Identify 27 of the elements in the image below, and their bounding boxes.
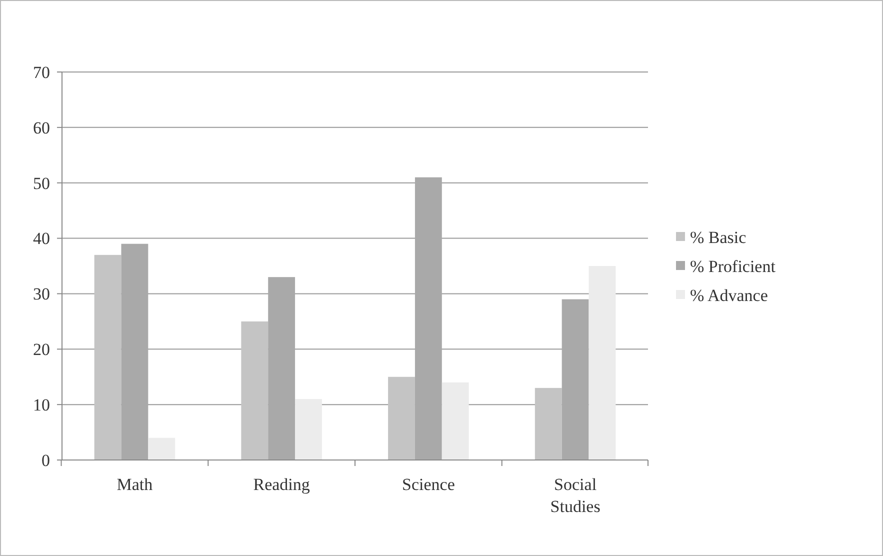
legend-label: % Basic (690, 228, 747, 247)
bar (94, 254, 122, 460)
x-tick-label: Science (402, 475, 455, 494)
y-tick-label: 60 (33, 118, 50, 138)
bar (588, 266, 616, 460)
legend-label: % Proficient (690, 256, 776, 276)
x-tick-label: Social Studies (550, 475, 600, 516)
bar (121, 244, 148, 460)
y-tick-label: 10 (33, 396, 50, 415)
bar (534, 388, 562, 460)
x-tick-label: Reading (253, 475, 310, 494)
y-tick-label: 30 (33, 284, 50, 304)
y-tick-label: 40 (33, 229, 50, 248)
bar (268, 277, 296, 460)
y-tick-label: 50 (33, 174, 50, 193)
bar (295, 399, 322, 460)
bar (241, 321, 268, 460)
bar (148, 438, 176, 460)
bar (414, 177, 442, 460)
y-tick-label: 0 (42, 450, 50, 470)
y-tick-label: 20 (33, 340, 50, 360)
legend-label: % Advance (690, 286, 768, 305)
bar (442, 382, 469, 460)
x-tick-label: Math (116, 475, 154, 494)
bar (388, 376, 415, 460)
bar (562, 299, 589, 460)
y-tick-label: 70 (33, 62, 50, 82)
